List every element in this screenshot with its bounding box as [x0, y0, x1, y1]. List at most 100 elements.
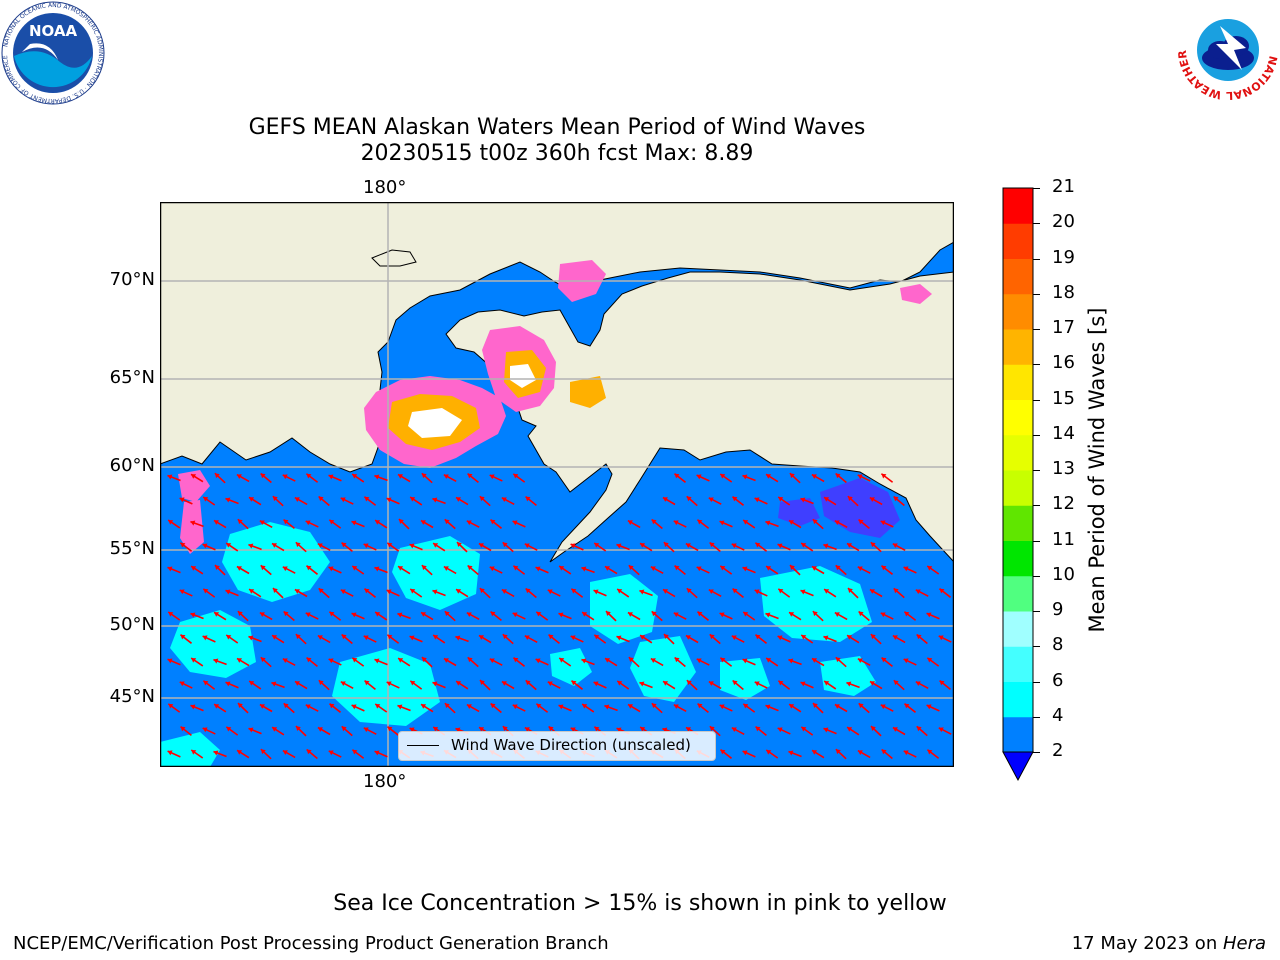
wave-direction-arrowhead [788, 658, 794, 664]
wave-direction-arrowhead [893, 588, 899, 594]
wave-direction-arrowhead [191, 749, 197, 755]
wave-direction-arrowhead [272, 727, 278, 732]
wave-direction-arrowhead [410, 680, 416, 686]
colorbar-segment [1003, 223, 1033, 259]
wave-direction-arrowhead [834, 520, 840, 526]
wave-direction-arrowhead [524, 635, 530, 641]
colorbar-segment [1003, 540, 1033, 577]
colorbar-segment [1003, 505, 1033, 541]
colorbar-segment [1003, 258, 1033, 295]
colorbar-tick-label: 17 [1052, 317, 1075, 338]
wave-direction-arrowhead [525, 588, 531, 594]
wave-direction-arrowhead [801, 634, 807, 640]
wave-direction-arrowhead [341, 634, 347, 640]
colorbar-tick-mark [1033, 223, 1040, 225]
wave-direction-arrowhead [191, 658, 197, 663]
wave-direction-arrowhead [283, 519, 289, 525]
wave-direction-arrowhead [570, 635, 576, 641]
wave-direction-arrowhead [881, 473, 887, 479]
wave-direction-arrowhead [777, 635, 783, 641]
wave-direction-arrowhead [916, 634, 922, 640]
wave-direction-arrowhead [662, 497, 668, 502]
wave-direction-arrowhead [294, 681, 300, 686]
wave-direction-arrowhead [616, 727, 622, 733]
wave-direction-arrowhead [673, 612, 679, 618]
wave-direction-arrowhead [272, 588, 278, 593]
wave-direction-arrowhead [259, 704, 265, 709]
wave-direction-arrowhead [351, 704, 357, 710]
wave-direction-arrowhead [663, 681, 669, 686]
wave-direction-arrowhead [548, 634, 554, 640]
wave-direction-arrowhead [501, 589, 507, 594]
wave-direction-arrowhead [179, 589, 185, 595]
wave-direction-arrowhead [582, 612, 588, 617]
wave-direction-arrowhead [272, 635, 278, 640]
wave-direction-arrowhead [743, 611, 749, 617]
wave-direction-arrowhead [524, 543, 530, 549]
wave-direction-arrowhead [582, 704, 588, 709]
wave-direction-arrowhead [410, 497, 416, 502]
colorbar-segment [1003, 434, 1033, 471]
colorbar-tick-label: 12 [1052, 493, 1075, 515]
wave-direction-arrowhead [570, 727, 576, 733]
wave-direction-arrowhead [467, 657, 473, 663]
colorbar-segment [1003, 716, 1033, 753]
wave-direction-arrowhead [650, 658, 656, 663]
colorbar-label: Mean Period of Wind Waves [s] [1085, 307, 1109, 633]
wave-direction-arrowhead [306, 565, 312, 571]
wave-direction-arrowhead [640, 727, 646, 732]
wave-direction-arrowhead [857, 474, 863, 480]
wave-direction-arrowhead [777, 543, 783, 549]
legend-line-swatch [407, 745, 439, 746]
wave-direction-arrowhead [214, 565, 220, 570]
wave-direction-arrowhead [685, 727, 691, 732]
wave-direction-arrowhead [180, 634, 186, 640]
wave-direction-arrowhead [328, 658, 334, 664]
colorbar-tick-mark [1033, 470, 1040, 471]
wave-direction-arrowhead [870, 634, 876, 640]
wave-direction-arrowhead [697, 611, 703, 617]
wave-direction-arrowhead [329, 611, 335, 617]
wave-direction-arrowhead [444, 519, 450, 525]
wave-direction-arrowhead [766, 658, 772, 663]
wave-direction-arrowhead [732, 588, 738, 594]
wave-direction-arrowhead [708, 497, 714, 503]
wave-direction-arrowhead [202, 635, 208, 641]
wave-direction-arrowhead [352, 565, 358, 571]
wave-direction-arrowhead [317, 635, 323, 640]
wave-direction-arrowhead [754, 589, 760, 595]
wave-direction-arrowhead [167, 566, 173, 572]
wave-direction-arrowhead [903, 566, 909, 572]
wave-direction-arrowhead [225, 497, 231, 503]
wave-direction-arrowhead [547, 589, 553, 595]
wave-direction-arrowhead [719, 612, 725, 618]
wave-direction-arrowhead [213, 750, 219, 756]
wave-direction-arrowhead [398, 519, 404, 524]
colorbar-tick-mark [1033, 258, 1040, 260]
wave-direction-arrowhead [283, 611, 289, 617]
wave-direction-arrowhead [260, 565, 266, 571]
wave-direction-arrowhead [351, 612, 357, 618]
wave-direction-arrowhead [432, 589, 438, 595]
wave-direction-arrowhead [731, 727, 737, 733]
wave-direction-arrowhead [352, 474, 358, 479]
wave-direction-arrowhead [766, 474, 772, 479]
wave-direction-arrowhead [226, 543, 232, 548]
wave-direction-arrowhead [352, 657, 358, 663]
wave-direction-arrowhead [616, 635, 622, 641]
wave-direction-arrowhead [467, 565, 473, 571]
wave-direction-arrowhead [467, 473, 473, 479]
wave-direction-arrowhead [847, 588, 853, 593]
wave-direction-arrowhead [259, 520, 265, 526]
colorbar-under-triangle [1002, 751, 1034, 782]
lon-label-top: 180° [363, 177, 407, 198]
wave-direction-arrowhead [180, 542, 186, 548]
wave-direction-arrowhead [513, 657, 519, 663]
wave-direction-arrowhead [525, 680, 531, 686]
sea-ice [178, 260, 932, 554]
wave-direction-arrowhead [225, 589, 231, 595]
wave-direction-arrowhead [915, 681, 921, 687]
lat-label-60n: 60°N [109, 455, 155, 476]
colorbar-tick-mark [1033, 716, 1040, 718]
noaa-logo-text: NOAA [29, 22, 78, 40]
